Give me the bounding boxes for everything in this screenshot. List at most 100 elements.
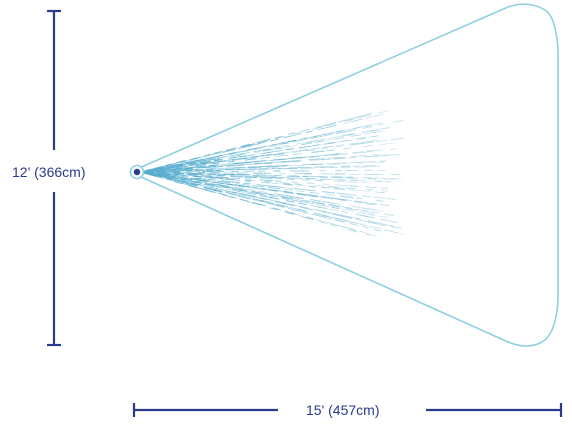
spray-streak: [336, 184, 350, 187]
spray-streak: [155, 168, 163, 171]
spray-streak: [306, 207, 314, 211]
spray-streak: [387, 154, 401, 156]
spray-pattern: [140, 110, 406, 237]
spray-streak: [350, 134, 362, 137]
spray-streak: [246, 147, 257, 151]
spray-streak: [264, 138, 271, 142]
spray-streak: [269, 189, 278, 192]
spray-streak: [300, 155, 313, 158]
spray-streak: [373, 196, 386, 199]
spray-streak: [185, 173, 197, 176]
spray-streak: [280, 142, 289, 145]
spray-streak: [237, 188, 248, 192]
spray-streak: [203, 183, 215, 188]
spray-streak: [315, 140, 324, 143]
spray-streak: [166, 177, 179, 182]
spray-streak: [200, 161, 213, 165]
spray-streak: [181, 176, 188, 178]
spray-streak: [196, 179, 207, 182]
spray-streak: [176, 165, 184, 167]
spray-streak: [259, 156, 271, 159]
spray-streak: [251, 199, 263, 203]
spray-streak: [275, 203, 289, 208]
spray-streak: [335, 145, 343, 148]
spray-streak: [281, 197, 290, 201]
spray-streak: [189, 157, 197, 160]
spray-streak: [224, 167, 236, 169]
spray-streak: [257, 190, 268, 193]
spray-streak: [267, 165, 279, 168]
spray-streak: [174, 174, 187, 176]
spray-streak: [328, 212, 342, 216]
spray-streak: [264, 162, 273, 165]
spray-streak: [263, 192, 274, 196]
spray-streak: [331, 206, 340, 210]
spray-streak: [213, 150, 224, 154]
spray-streak: [335, 224, 347, 229]
spray-streak: [334, 130, 344, 133]
spray-streak: [367, 220, 382, 225]
spray-streak: [348, 156, 357, 159]
spray-streak: [259, 203, 267, 207]
spray-streak: [166, 163, 174, 166]
spray-streak: [299, 206, 307, 209]
spray-streak: [177, 163, 186, 167]
spray-streak: [244, 188, 256, 191]
spray-streak: [277, 195, 288, 198]
spray-streak: [323, 142, 335, 145]
spray-streak: [282, 202, 295, 207]
spray-streak: [259, 197, 272, 201]
spray-streak: [345, 227, 357, 231]
spray-streak: [354, 201, 362, 204]
spray-streak: [277, 152, 286, 154]
spray-streak: [283, 135, 293, 139]
spray-streak: [355, 218, 370, 223]
spray-streak: [247, 154, 257, 156]
spray-streak: [275, 150, 284, 152]
spray-streak: [321, 147, 329, 150]
spray-streak: [315, 124, 326, 129]
spray-streak: [294, 183, 302, 186]
spray-streak: [334, 140, 348, 143]
sprinkler-nozzle-icon: [129, 164, 145, 180]
spray-streak: [267, 194, 279, 197]
spray-streak: [251, 202, 261, 206]
spray-streak: [262, 149, 274, 152]
spray-streak: [324, 215, 338, 220]
spray-streak: [253, 140, 264, 144]
spray-streak: [265, 153, 272, 156]
spray-streak: [343, 147, 352, 150]
spray-streak: [246, 186, 258, 189]
spray-streak: [200, 175, 214, 178]
spray-streak: [353, 201, 364, 204]
spray-streak: [383, 229, 398, 234]
spray-streak: [379, 127, 391, 130]
spray-streak: [217, 192, 228, 197]
spray-streak: [322, 145, 334, 148]
spray-streak: [217, 184, 230, 187]
spray-streak: [374, 191, 385, 194]
spray-streak: [234, 190, 246, 193]
spray-streak: [341, 153, 348, 155]
spray-streak: [183, 177, 192, 180]
spray-streak: [232, 157, 246, 161]
spray-streak: [250, 190, 264, 194]
spray-streak: [359, 155, 368, 157]
spray-streak: [241, 175, 255, 177]
spray-streak: [257, 160, 266, 162]
spray-streak: [223, 148, 236, 153]
spray-streak: [356, 197, 363, 200]
spray-streak: [207, 164, 216, 167]
spray-streak: [359, 223, 367, 226]
spray-streak: [364, 203, 376, 206]
spray-streak: [195, 163, 206, 167]
spray-streak: [282, 187, 296, 190]
spray-streak: [379, 142, 393, 146]
spray-streak: [339, 199, 346, 201]
spray-streak: [218, 186, 229, 189]
spray-streak: [252, 185, 265, 188]
spray-streak: [300, 157, 307, 159]
spray-streak: [257, 139, 268, 144]
spray-streak: [389, 148, 397, 150]
